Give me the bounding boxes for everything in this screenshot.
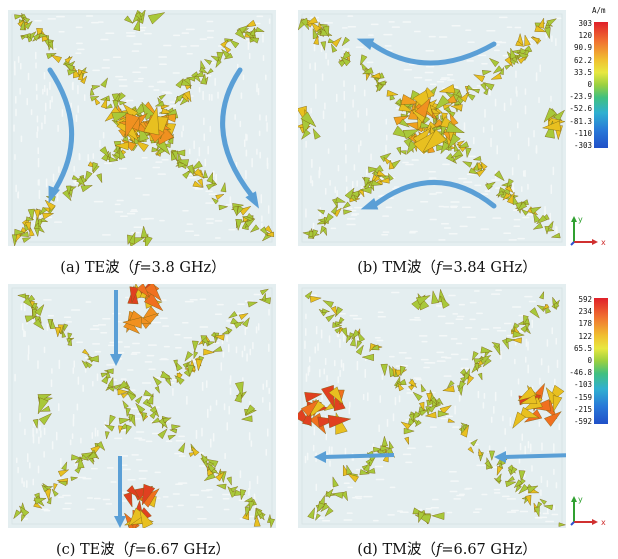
axis-triad-bottom: y x — [570, 495, 606, 527]
panel-a-field-plot — [8, 10, 276, 246]
colorbar-tick: -159 — [573, 392, 592, 402]
colorbar-tick: -23.9 — [569, 92, 592, 102]
colorbar-top: A/m 303 120 90.9 62.2 33.5 0 -23.9 -52.6 -81.3 -1… — [566, 6, 618, 156]
caption-b: (b) TM波（f=3.84 GHz） — [357, 260, 537, 276]
colorbar-tick: 234 — [578, 307, 592, 317]
colorbar-tick: -303 — [573, 141, 592, 150]
colorbar-top-unit: A/m — [592, 6, 606, 15]
colorbar-tick: 33.5 — [573, 67, 592, 77]
panel-b-tm-3p84 — [298, 10, 566, 246]
panel-d-tm-6p67 — [298, 284, 566, 528]
axis-y-label-top: y — [578, 215, 583, 224]
panel-c-field-plot — [8, 284, 276, 528]
panel-b-field-plot — [298, 10, 566, 246]
colorbar-tick: 120 — [578, 31, 592, 41]
caption-a: (a) TE波（f=3.8 GHz） — [60, 260, 226, 276]
colorbar-bottom-gradient — [594, 298, 608, 424]
caption-c: (c) TE波（f=6.67 GHz） — [55, 542, 231, 558]
axis-triad-top: y x — [570, 215, 606, 247]
colorbar-tick: -81.3 — [569, 116, 592, 126]
colorbar-top-gradient — [594, 22, 608, 148]
colorbar-tick: -52.6 — [569, 104, 592, 114]
colorbar-bottom: 592 234 178 122 65.5 0 -46.8 -103 -159 -215 -592 — [566, 292, 618, 432]
axis-y-label-bottom: y — [578, 495, 583, 504]
panel-c-te-6p67 — [8, 284, 276, 528]
colorbar-tick: -103 — [573, 380, 592, 390]
colorbar-tick: 0 — [587, 80, 592, 89]
panel-a-te-3p8 — [8, 10, 276, 246]
axis-x-label-top: x — [601, 238, 606, 247]
caption-d: (d) TM波（f=6.67 GHz） — [357, 542, 537, 558]
colorbar-tick: -110 — [573, 128, 592, 138]
colorbar-tick: 303 — [578, 19, 592, 28]
panel-d-field-plot — [298, 284, 566, 528]
axis-x-label-bottom: x — [601, 518, 606, 527]
colorbar-tick: -46.8 — [569, 368, 592, 378]
colorbar-tick: 592 — [578, 295, 592, 304]
colorbar-tick: 90.9 — [573, 43, 592, 53]
colorbar-tick: -215 — [573, 404, 592, 414]
colorbar-tick: 62.2 — [573, 55, 592, 65]
colorbar-tick: 178 — [578, 319, 592, 329]
colorbar-tick: 65.5 — [573, 343, 592, 353]
colorbar-tick: -592 — [573, 417, 592, 426]
colorbar-tick: 0 — [587, 356, 592, 365]
colorbar-tick: 122 — [578, 331, 592, 341]
